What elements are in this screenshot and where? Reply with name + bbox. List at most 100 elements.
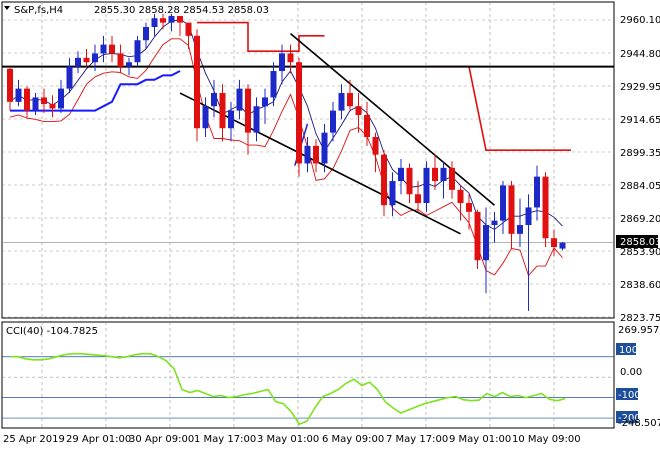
candle-body [432, 167, 438, 182]
candle-body [83, 57, 90, 63]
candle-body [58, 88, 64, 109]
candle-body [270, 71, 277, 98]
candle-body [466, 203, 472, 212]
current-price-tag: 2858.03 [616, 235, 660, 248]
candle-body [24, 88, 30, 111]
candle-body [41, 97, 47, 105]
candle-body [406, 167, 413, 195]
candle-body [219, 93, 226, 129]
candle-body [177, 16, 183, 23]
candle-body [75, 57, 81, 67]
candle-body [117, 53, 124, 67]
candle-body [296, 62, 302, 164]
candle-body [355, 106, 362, 116]
candle-body [134, 40, 141, 63]
time-axis: 25 Apr 2019 29 Apr 01:00 30 Apr 09:00 1 … [3, 434, 581, 445]
candle-body [321, 132, 328, 164]
header-ohlc: 2855.30 2858.28 2854.53 2858.03 [94, 5, 269, 16]
candle-body [168, 16, 175, 23]
candle-body [262, 97, 268, 107]
time-label: 30 Apr 09:00 [129, 434, 194, 445]
candle-body [245, 88, 251, 133]
time-label: 3 May 01:00 [257, 434, 319, 445]
candle-body [194, 35, 200, 129]
cci-panel[interactable] [1, 321, 615, 429]
price-label: 2884.05 [620, 181, 660, 192]
candle-body [228, 110, 234, 129]
candle-body [381, 154, 387, 206]
candle-body [32, 97, 39, 111]
candle-body [449, 167, 455, 190]
candle-body [423, 167, 430, 204]
price-label: 2853.90 [620, 247, 660, 258]
candle-body [559, 242, 566, 249]
price-label: 2944.80 [620, 49, 660, 60]
candle-body [457, 189, 464, 204]
cci-title: CCI(40) -104.7825 [6, 326, 98, 337]
cci-label: -248.5077 [618, 418, 660, 429]
time-label: 10 May 09:00 [512, 434, 581, 445]
cci-label: -200 [618, 413, 641, 424]
candle-body [185, 22, 192, 36]
candles [7, 13, 566, 311]
candle-body [126, 62, 132, 67]
cci-line [10, 352, 566, 426]
candle-body [534, 176, 540, 208]
time-label: 9 May 01:00 [449, 434, 511, 445]
candle-body [389, 181, 396, 206]
candle-body [236, 88, 243, 111]
time-label: 6 May 09:00 [322, 434, 384, 445]
stop-step-line [197, 21, 325, 52]
candle-body [398, 167, 404, 182]
candle-body [160, 18, 166, 23]
candle-body [551, 238, 557, 248]
candle-body [491, 220, 498, 226]
downtrend-line [289, 33, 496, 206]
header-symbol: S&P,fs,H4 [14, 5, 63, 16]
candle-body [49, 104, 56, 109]
candle-body [338, 93, 345, 111]
price-label: 2929.95 [620, 82, 660, 93]
candle-body [525, 207, 532, 226]
time-label: 1 May 17:00 [194, 434, 256, 445]
current-price-label: 2858.03 [620, 237, 660, 248]
candle-body [109, 44, 115, 54]
time-label: 7 May 17:00 [386, 434, 448, 445]
candle-body [542, 176, 549, 239]
price-axis: 2960.10 2944.80 2929.95 2914.65 2899.35 … [620, 15, 660, 324]
candle-body [253, 106, 260, 133]
candle-body [440, 167, 447, 182]
price-label: 2838.60 [620, 280, 660, 291]
candle-body [304, 145, 311, 164]
candle-body [508, 185, 515, 234]
cci-label: 100 [619, 345, 638, 356]
candle-body [279, 53, 285, 72]
candle-body [313, 145, 319, 164]
candle-body [202, 106, 209, 129]
candle-body [211, 93, 217, 107]
candle-body [415, 194, 421, 204]
candle-body [517, 225, 523, 234]
candle-body [100, 44, 107, 54]
candle-body [143, 27, 149, 41]
candle-body [92, 53, 98, 63]
cci-level-minus200-tag: -200 [616, 411, 641, 424]
price-label: 2899.35 [620, 148, 660, 159]
candle-body [372, 137, 379, 155]
candle-body [7, 68, 13, 102]
price-label: 2823.75 [620, 313, 660, 324]
header-arrow-icon [4, 6, 10, 10]
candle-body [500, 185, 506, 221]
time-label: 29 Apr 01:00 [66, 434, 131, 445]
cci-label: -100 [618, 390, 641, 401]
candle-body [151, 18, 158, 28]
candle-body [364, 115, 370, 138]
cci-level-minus100-tag: -100 [616, 388, 641, 401]
cci-label: 0.00 [620, 367, 642, 378]
price-label: 2914.65 [620, 115, 660, 126]
candle-body [474, 211, 481, 261]
candle-body [483, 225, 489, 261]
moving-average-line [9, 19, 563, 230]
